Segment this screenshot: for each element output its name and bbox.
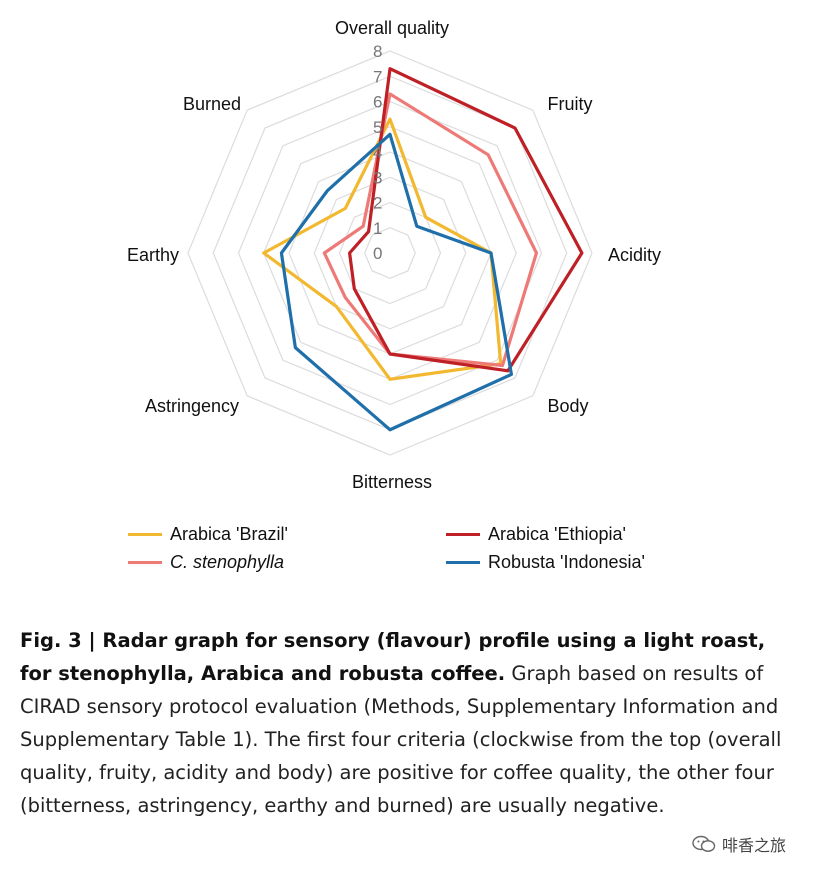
series-line-robusta-indonesia bbox=[279, 132, 514, 432]
legend-label: C. stenophylla bbox=[170, 552, 285, 572]
legend-item-arabica-ethiopia: Arabica 'Ethiopia' bbox=[446, 524, 626, 545]
legend-label: Arabica 'Brazil' bbox=[170, 524, 288, 544]
tick-label: 7 bbox=[373, 67, 382, 86]
radar-grid bbox=[187, 50, 593, 456]
legend-label: Robusta 'Indonesia' bbox=[488, 552, 645, 572]
axis-label-bitterness: Bitterness bbox=[352, 472, 432, 492]
tick-label: 1 bbox=[373, 219, 382, 238]
tick-label: 0 bbox=[373, 244, 382, 263]
legend-item-stenophylla: C. stenophylla bbox=[128, 552, 284, 573]
radar-chart: 0 1 2 3 4 5 6 7 8 Overall quality Fruity Acidity Bo… bbox=[127, 18, 661, 492]
series-line-arabica-brazil bbox=[262, 117, 503, 381]
chart-legend: Arabica 'Brazil' C. stenophylla Arabica … bbox=[128, 522, 688, 578]
legend-swatch bbox=[446, 561, 480, 564]
axis-label-fruity: Fruity bbox=[548, 94, 593, 114]
tick-label: 3 bbox=[373, 168, 382, 187]
grid-ring bbox=[237, 100, 543, 406]
series-line-arabica-ethiopia bbox=[348, 67, 584, 373]
axis-label-burned: Burned bbox=[183, 94, 241, 114]
axis-label-earthy: Earthy bbox=[127, 245, 179, 265]
tick-label: 5 bbox=[373, 118, 382, 137]
legend-item-robusta-indonesia: Robusta 'Indonesia' bbox=[446, 552, 645, 573]
legend-swatch bbox=[446, 533, 480, 536]
tick-label: 6 bbox=[373, 93, 382, 112]
caption-title: Fig. 3 | Radar graph for sensory (flavou… bbox=[20, 629, 766, 685]
radar-series bbox=[262, 67, 584, 432]
axis-label-astringency: Astringency bbox=[145, 396, 239, 416]
axis-labels: Overall quality Fruity Acidity Body Bitterne… bbox=[127, 18, 661, 492]
grid-ring bbox=[263, 126, 517, 380]
watermark: 啡香之旅 bbox=[692, 832, 786, 856]
grid-ring bbox=[288, 151, 492, 355]
watermark-text: 啡香之旅 bbox=[721, 836, 786, 855]
figure-caption: Fig. 3 | Radar graph for sensory (flavou… bbox=[20, 624, 800, 822]
grid-ring bbox=[187, 50, 593, 456]
legend-swatch bbox=[128, 533, 162, 536]
legend-swatch bbox=[128, 561, 162, 564]
axis-label-overall-quality: Overall quality bbox=[335, 18, 449, 38]
axis-label-body: Body bbox=[547, 396, 588, 416]
grid-ring bbox=[338, 201, 442, 305]
radial-tick-labels: 0 1 2 3 4 5 6 7 8 bbox=[373, 42, 382, 263]
tick-label: 2 bbox=[373, 194, 382, 213]
grid-ring bbox=[364, 227, 416, 279]
legend-item-arabica-brazil: Arabica 'Brazil' bbox=[128, 524, 288, 545]
legend-label: Arabica 'Ethiopia' bbox=[488, 524, 626, 544]
axis-label-acidity: Acidity bbox=[608, 245, 661, 265]
wechat-icon bbox=[692, 835, 716, 852]
tick-label: 8 bbox=[373, 42, 382, 61]
caption-body: Graph based on results of CIRAD sensory … bbox=[20, 662, 782, 817]
tick-label: 4 bbox=[373, 143, 382, 162]
